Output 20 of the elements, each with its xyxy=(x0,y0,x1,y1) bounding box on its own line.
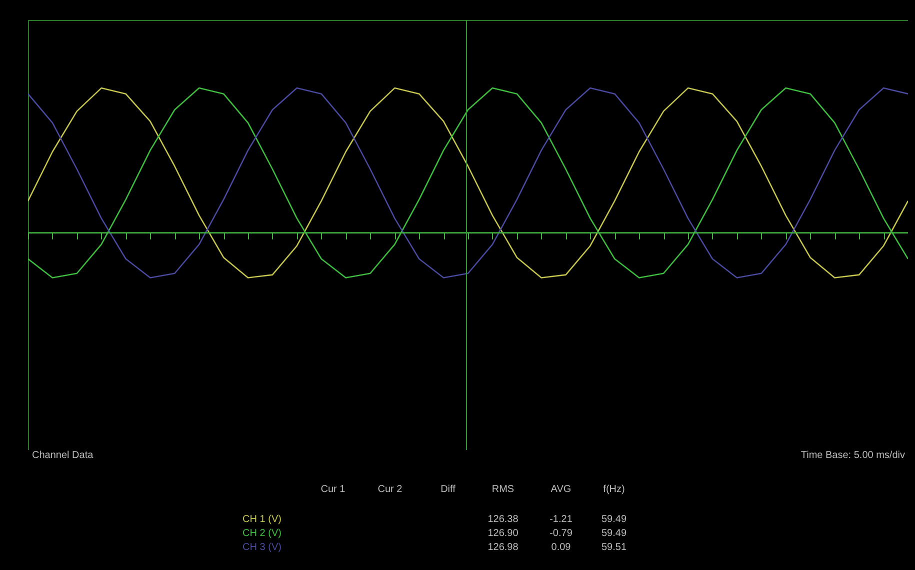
text: AVG xyxy=(550,484,572,495)
text: Time Base: 5.00 ms/div xyxy=(800,450,905,461)
text: 126.38 xyxy=(488,514,518,525)
text: CH 3 (V) xyxy=(242,542,282,553)
text: -0.79 xyxy=(550,528,572,539)
text: 0.09 xyxy=(551,542,571,553)
text: 59.49 xyxy=(601,514,627,525)
text: 59.49 xyxy=(601,528,627,539)
text: f(Hz) xyxy=(603,484,625,495)
text: 126.98 xyxy=(488,542,518,553)
text: 126.90 xyxy=(488,528,518,539)
text: CH 1 (V) xyxy=(242,514,282,525)
text: Cur 2 xyxy=(378,484,402,495)
text: 59.51 xyxy=(601,542,627,553)
text: -1.21 xyxy=(550,514,572,525)
text: Diff xyxy=(440,484,456,495)
text: Channel Data xyxy=(32,450,94,461)
text: Cur 1 xyxy=(320,484,346,495)
text: CH 2 (V) xyxy=(242,528,282,539)
text: RMS xyxy=(492,484,514,495)
